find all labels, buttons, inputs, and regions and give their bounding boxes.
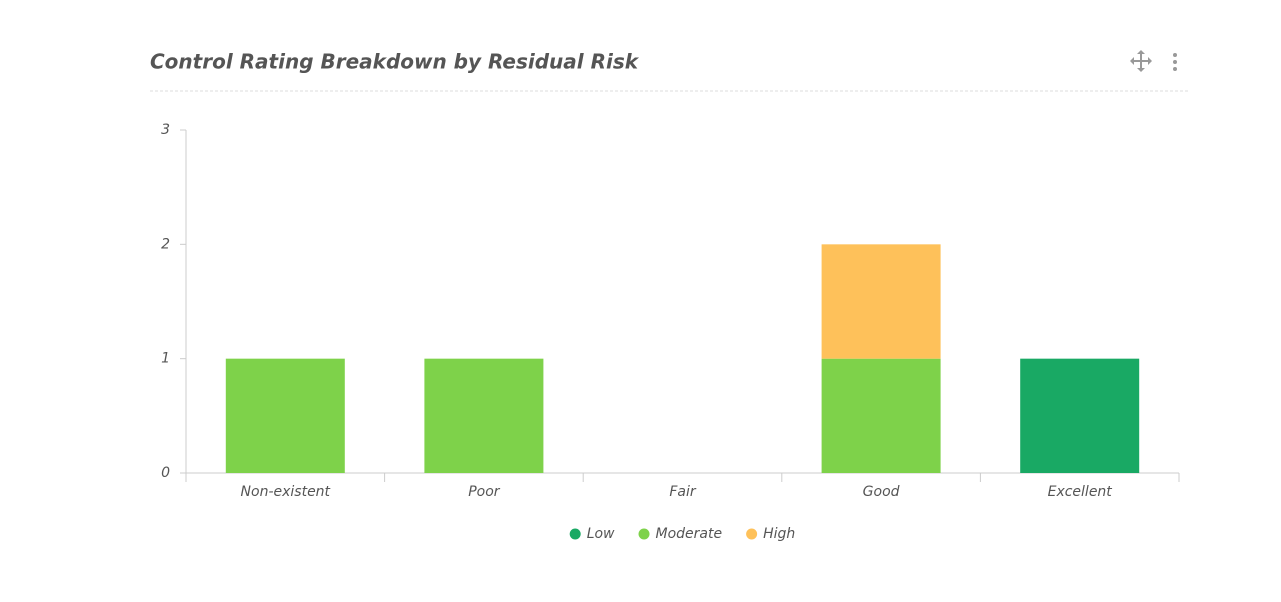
y-tick-label: 1 (161, 351, 170, 367)
legend-label: High (763, 526, 795, 542)
legend-label: Moderate (656, 526, 723, 542)
legend-item[interactable]: Moderate (638, 526, 723, 542)
legend-item[interactable]: High (746, 526, 795, 542)
bar-segment (821, 244, 941, 359)
y-tick-label: 0 (161, 465, 170, 481)
x-tick-label: Poor (468, 484, 501, 500)
x-tick-label: Good (863, 484, 900, 500)
bar-segment (1020, 358, 1140, 473)
legend-marker (746, 528, 758, 540)
legend-marker (638, 528, 650, 540)
x-tick-label: Non-existent (241, 484, 331, 500)
x-tick-label: Excellent (1048, 484, 1113, 500)
y-tick-label: 2 (161, 236, 170, 252)
bar-segment (424, 358, 544, 473)
legend-label: Low (587, 526, 615, 542)
y-tick-label: 3 (161, 122, 170, 138)
chart-title: Control Rating Breakdown by Residual Ris… (150, 50, 640, 74)
legend-item[interactable]: Low (569, 526, 615, 542)
legend-marker (569, 528, 581, 540)
menu-icon[interactable] (1173, 53, 1177, 71)
move-icon[interactable] (1130, 50, 1152, 72)
bar-segment (225, 358, 345, 473)
bar-segment (821, 358, 941, 473)
x-tick-label: Fair (669, 484, 697, 500)
